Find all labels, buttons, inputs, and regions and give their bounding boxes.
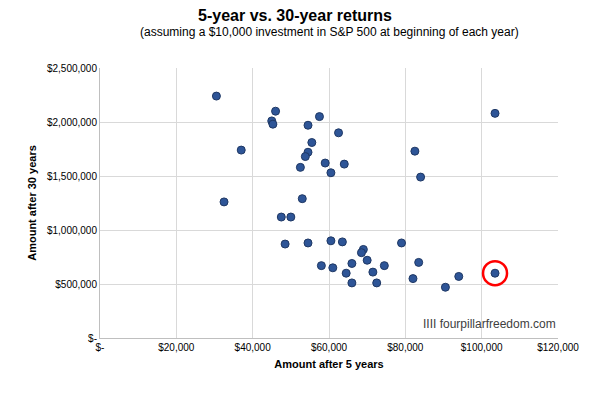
svg-text:$100,000: $100,000 [461, 342, 503, 353]
svg-text:$1,500,000: $1,500,000 [47, 171, 97, 182]
svg-text:$40,000: $40,000 [235, 342, 272, 353]
svg-text:$500,000: $500,000 [55, 279, 97, 290]
svg-text:$60,000: $60,000 [311, 342, 348, 353]
svg-text:IIII fourpillarfreedom.com: IIII fourpillarfreedom.com [423, 317, 556, 331]
svg-text:$2,000,000: $2,000,000 [47, 117, 97, 128]
svg-text:5-year vs. 30-year returns: 5-year vs. 30-year returns [198, 7, 392, 24]
svg-text:$120,000: $120,000 [537, 342, 579, 353]
svg-text:$-: $- [96, 342, 105, 353]
svg-text:$2,500,000: $2,500,000 [47, 63, 97, 74]
svg-text:(assuming a $10,000 investment: (assuming a $10,000 investment in S&P 50… [140, 25, 519, 39]
svg-text:$1,000,000: $1,000,000 [47, 225, 97, 236]
svg-text:$20,000: $20,000 [158, 342, 195, 353]
svg-text:Amount after 30 years: Amount after 30 years [26, 145, 38, 261]
svg-text:$80,000: $80,000 [387, 342, 424, 353]
svg-text:Amount after 5 years: Amount after 5 years [274, 358, 383, 370]
svg-text:$-: $- [88, 333, 97, 344]
